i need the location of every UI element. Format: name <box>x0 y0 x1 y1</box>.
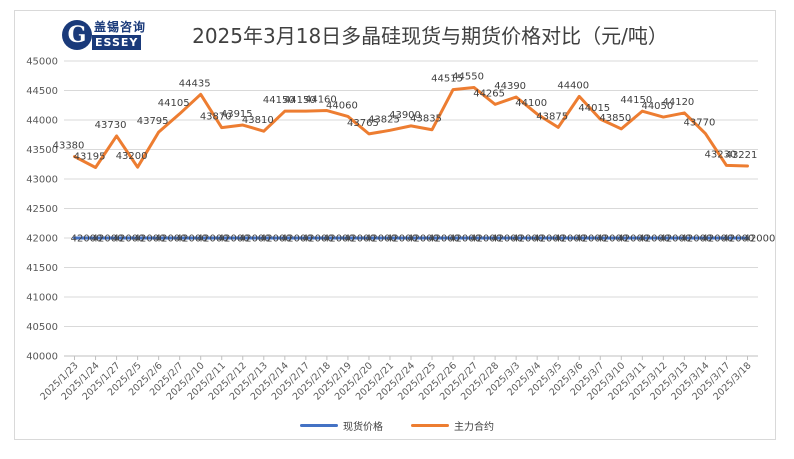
data-label: 43835 <box>410 114 442 125</box>
data-label: 42000 <box>386 234 418 245</box>
data-label: 43195 <box>74 151 106 162</box>
data-label: 42000 <box>470 234 502 245</box>
data-label: 42000 <box>428 234 460 245</box>
data-label: 43850 <box>599 113 631 124</box>
data-label: 42000 <box>407 234 439 245</box>
data-label: 44515 <box>431 74 463 85</box>
data-label: 42000 <box>92 234 124 245</box>
data-label: 42000 <box>554 234 586 245</box>
chart-legend: 现货价格 主力合约 <box>0 418 794 433</box>
data-label: 43825 <box>368 114 400 125</box>
y-tick-label: 43000 <box>26 175 58 186</box>
data-label: 42000 <box>702 234 734 245</box>
data-label: 43730 <box>95 120 127 131</box>
legend-item-spot: 现货价格 <box>300 418 383 433</box>
data-label: 42000 <box>260 234 292 245</box>
data-label: 44015 <box>578 103 610 114</box>
data-label: 44050 <box>641 101 673 112</box>
chart-frame <box>14 10 776 440</box>
data-label: 42000 <box>596 234 628 245</box>
data-label: 44100 <box>515 98 547 109</box>
y-tick-label: 43500 <box>26 145 58 156</box>
data-label: 42000 <box>281 234 313 245</box>
data-label: 42000 <box>134 234 166 245</box>
data-label: 43900 <box>389 110 421 121</box>
logo-chinese-text: 盖锡咨询 <box>94 20 147 34</box>
brand-logo: G 盖锡咨询 ESSEY <box>62 18 145 56</box>
data-label: 43875 <box>536 111 568 122</box>
data-label: 44150 <box>284 95 316 106</box>
legend-item-futures: 主力合约 <box>411 418 494 433</box>
data-label: 42000 <box>744 234 776 245</box>
data-label: 42000 <box>575 234 607 245</box>
logo-letter: G <box>62 20 92 50</box>
y-tick-label: 42000 <box>26 234 58 245</box>
data-label: 42000 <box>512 234 544 245</box>
data-label: 43221 <box>726 150 758 161</box>
y-tick-label: 40500 <box>26 322 58 333</box>
data-label: 42000 <box>218 234 250 245</box>
y-tick-label: 41000 <box>26 293 58 304</box>
y-tick-label: 40000 <box>26 352 58 363</box>
data-label: 43795 <box>137 116 169 127</box>
legend-swatch-futures <box>411 424 449 427</box>
data-label: 42000 <box>680 234 712 245</box>
data-label: 44265 <box>473 88 505 99</box>
data-label: 42000 <box>659 234 691 245</box>
data-label: 44060 <box>326 100 358 111</box>
data-label: 42000 <box>723 234 755 245</box>
data-label: 42000 <box>155 234 187 245</box>
data-label: 43765 <box>347 118 379 129</box>
data-label: 43770 <box>684 118 716 129</box>
chart-title: 2025年3月18日多晶硅现货与期货价格对比（元/吨） <box>192 24 668 48</box>
data-label: 42000 <box>491 234 523 245</box>
data-label: 42000 <box>71 234 103 245</box>
data-label: 44400 <box>557 80 589 91</box>
data-label: 44435 <box>179 78 211 89</box>
legend-label-futures: 主力合约 <box>454 422 494 433</box>
data-label: 42000 <box>365 234 397 245</box>
data-label: 42000 <box>239 234 271 245</box>
data-label: 42000 <box>617 234 649 245</box>
data-label: 44150 <box>263 95 295 106</box>
data-label: 42000 <box>449 234 481 245</box>
data-label: 42000 <box>344 234 376 245</box>
legend-swatch-spot <box>300 424 338 427</box>
y-tick-label: 44000 <box>26 116 58 127</box>
data-label: 43870 <box>200 112 232 123</box>
data-label: 43200 <box>116 151 148 162</box>
data-label: 44390 <box>494 81 526 92</box>
data-label: 42000 <box>197 234 229 245</box>
data-label: 43810 <box>242 115 274 126</box>
data-label: 44550 <box>452 72 484 83</box>
data-label: 43230 <box>705 149 737 160</box>
y-tick-label: 44500 <box>26 86 58 97</box>
data-label: 42000 <box>176 234 208 245</box>
data-label: 42000 <box>323 234 355 245</box>
data-label: 44120 <box>662 97 694 108</box>
data-label: 43915 <box>221 109 253 120</box>
logo-english-text: ESSEY <box>92 35 142 50</box>
y-tick-label: 41500 <box>26 263 58 274</box>
legend-label-spot: 现货价格 <box>343 422 383 433</box>
data-label: 42000 <box>113 234 145 245</box>
data-label: 43380 <box>53 141 85 152</box>
data-label: 44160 <box>305 95 337 106</box>
y-tick-label: 42500 <box>26 204 58 215</box>
data-label: 42000 <box>638 234 670 245</box>
data-label: 44150 <box>620 95 652 106</box>
data-label: 44105 <box>158 98 190 109</box>
data-label: 42000 <box>533 234 565 245</box>
y-tick-label: 45000 <box>26 57 58 68</box>
data-label: 42000 <box>302 234 334 245</box>
